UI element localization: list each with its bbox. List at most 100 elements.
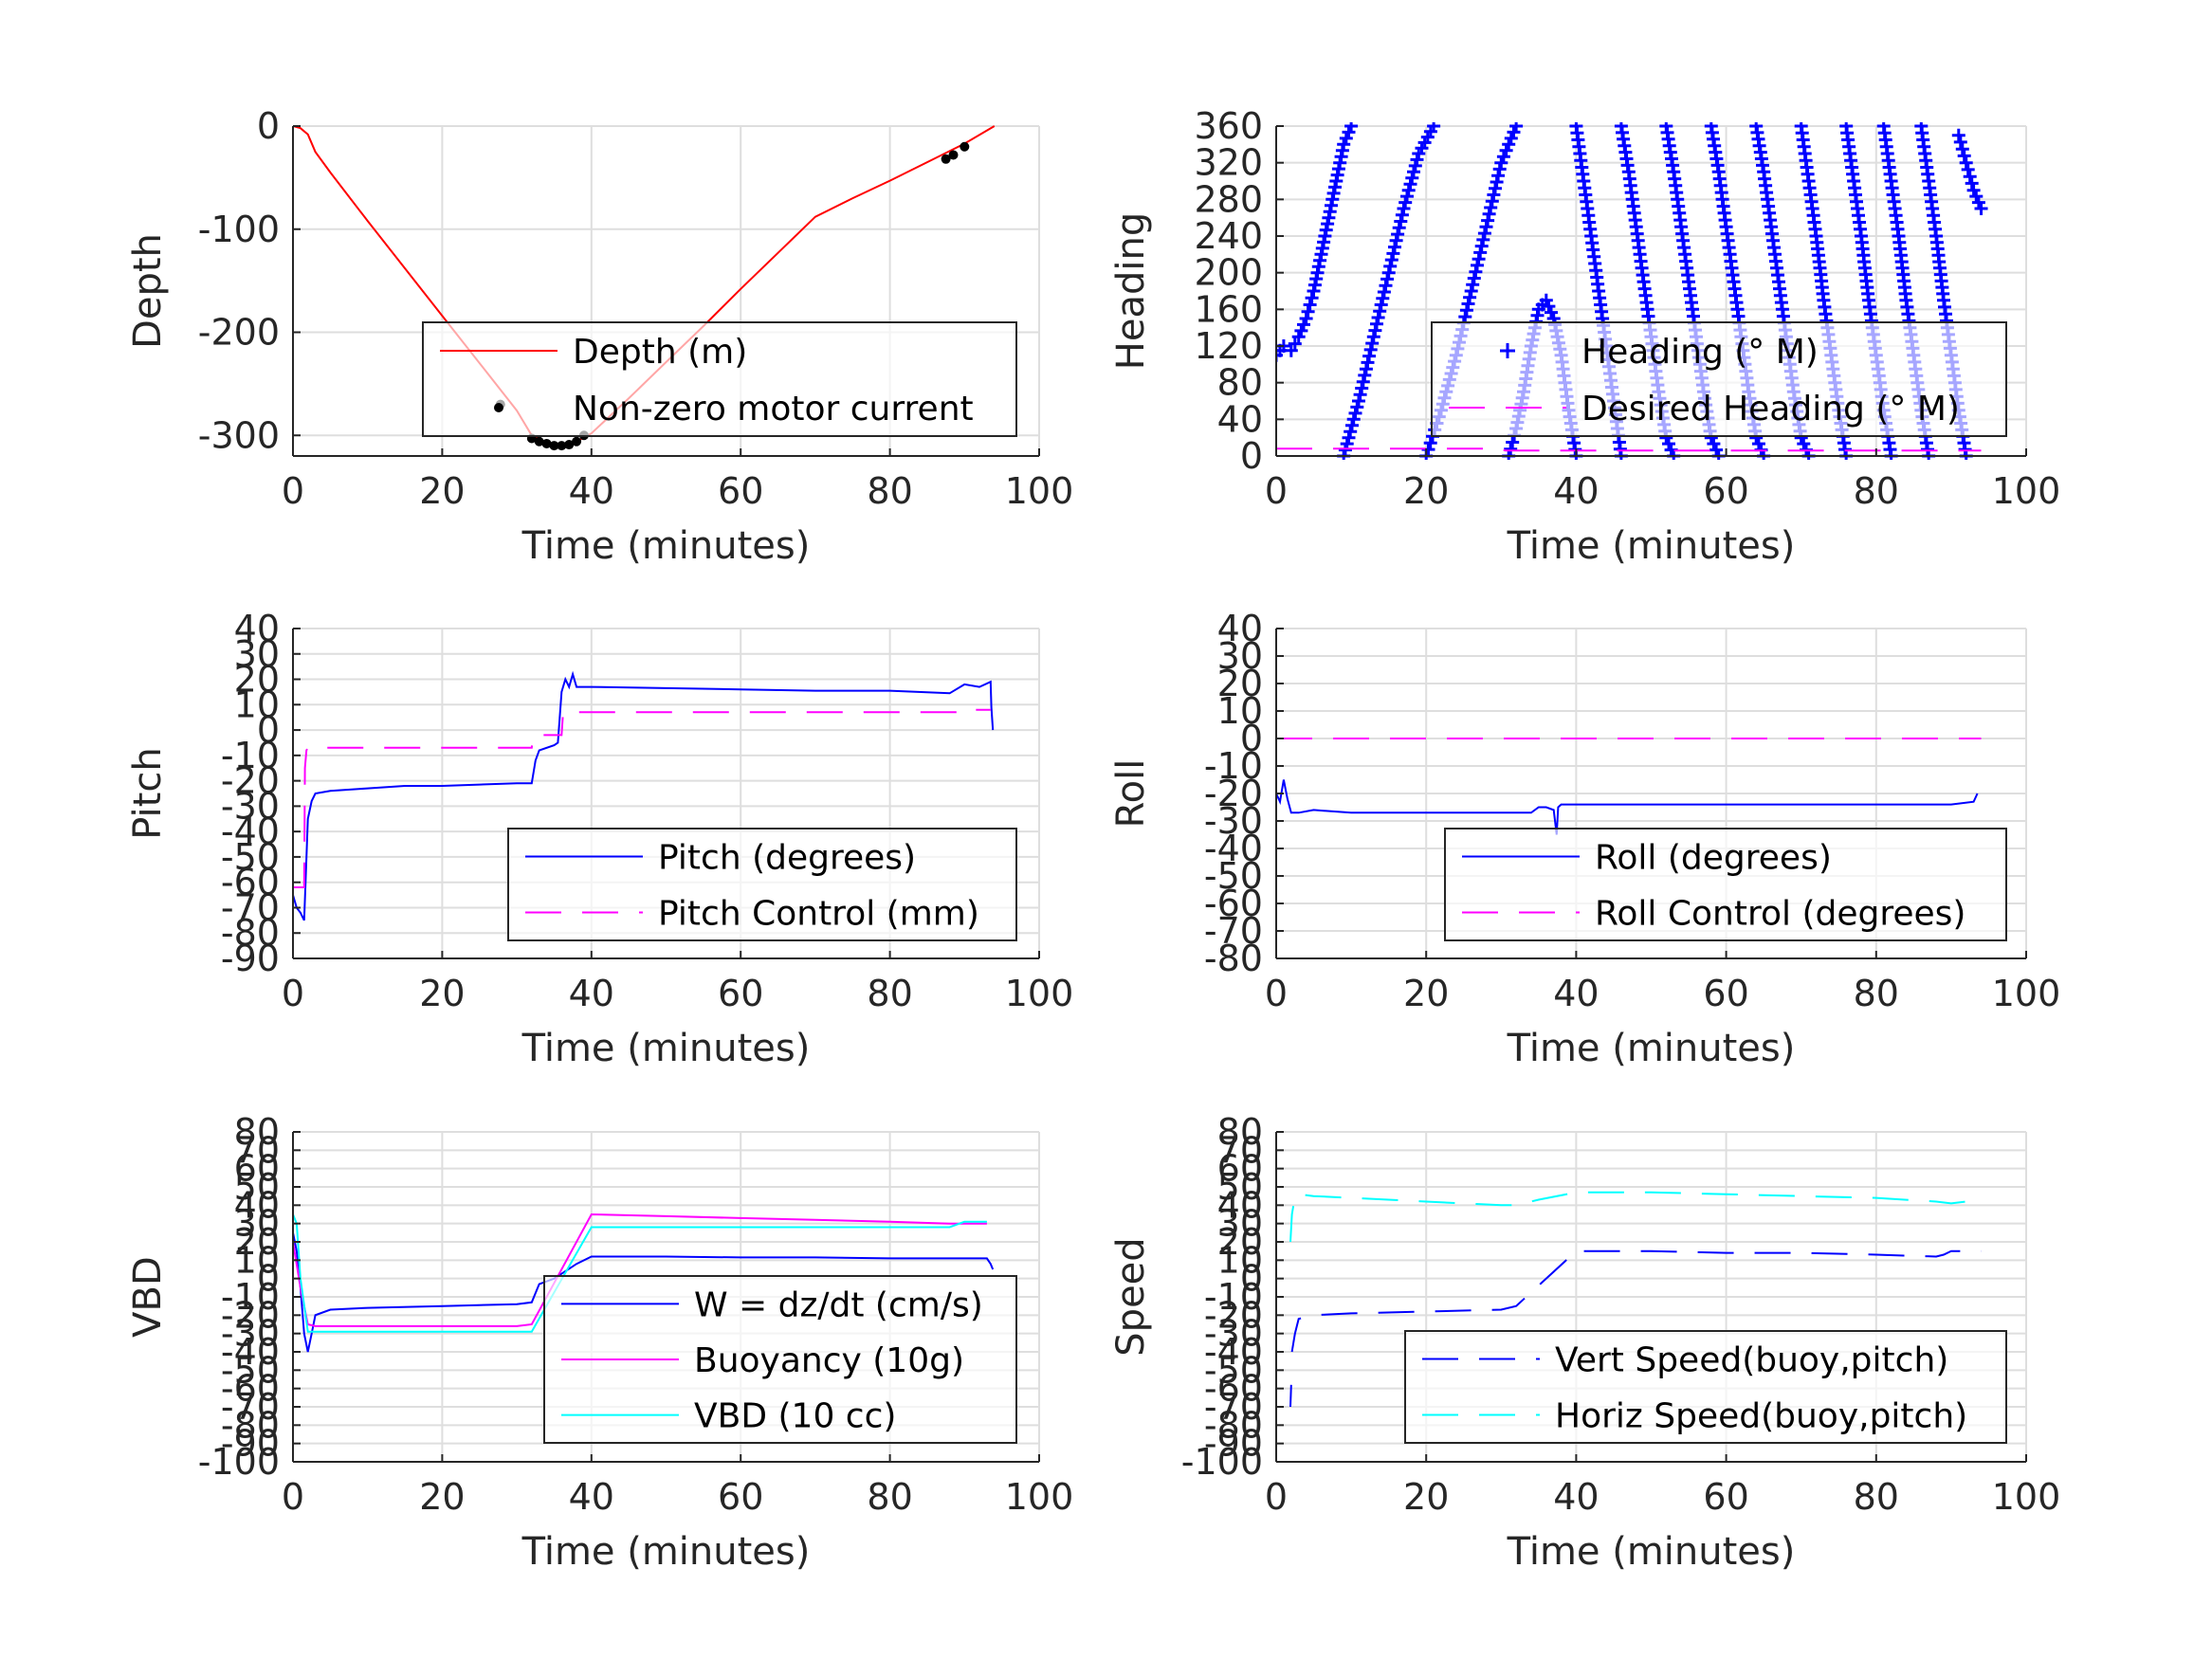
data-point xyxy=(1496,150,1510,164)
data-point xyxy=(1392,221,1406,235)
y-tick-label: 280 xyxy=(1194,178,1263,220)
y-tick-label: -80 xyxy=(221,912,280,954)
data-point xyxy=(1350,400,1364,414)
data-point xyxy=(1408,158,1422,173)
data-point xyxy=(1499,143,1513,157)
y-axis-label: Depth xyxy=(126,233,170,349)
legend-swatch xyxy=(1500,343,1515,358)
legend-label: Horiz Speed(buoy,pitch) xyxy=(1555,1397,1967,1436)
data-point xyxy=(1388,240,1401,254)
data-point xyxy=(1353,388,1367,402)
data-point xyxy=(1394,214,1408,228)
data-point xyxy=(1459,303,1473,318)
data-point xyxy=(1348,406,1362,420)
data-point xyxy=(1355,381,1369,395)
data-point xyxy=(564,440,575,450)
data-point xyxy=(549,441,559,451)
data-point xyxy=(1383,259,1398,273)
panel-depth: 0 20 40 60 80 100 0 -100 -200 -300 Time (minutes) D… xyxy=(126,105,1073,568)
data-point xyxy=(1707,437,1721,451)
x-tick-label: 80 xyxy=(1854,973,1899,1014)
x-axis-label: Time (minutes) xyxy=(1507,1027,1796,1070)
data-point xyxy=(1502,137,1516,152)
data-point xyxy=(1961,162,1975,176)
x-tick-label: 0 xyxy=(282,973,304,1014)
data-point xyxy=(1494,155,1508,170)
data-point xyxy=(1374,298,1388,312)
data-point xyxy=(1423,436,1437,450)
data-point xyxy=(1542,300,1556,314)
series-line-1 xyxy=(1276,447,1982,452)
y-tick-label: 40 xyxy=(1217,1184,1263,1226)
y-tick-label: 50 xyxy=(1217,1166,1263,1208)
x-tick-label: 20 xyxy=(1403,973,1449,1014)
legend-box xyxy=(507,828,1017,941)
data-point xyxy=(1471,258,1484,272)
y-tick-label: -40 xyxy=(1204,828,1263,869)
y-tick-label: 30 xyxy=(1217,635,1263,677)
y-tick-label: 120 xyxy=(1194,325,1263,367)
series-line-1 xyxy=(293,708,991,888)
y-tick-label: 80 xyxy=(234,1111,280,1153)
data-point xyxy=(1484,201,1498,214)
x-axis-label: Time (minutes) xyxy=(1507,524,1796,568)
x-axis-label: Time (minutes) xyxy=(521,1027,811,1070)
data-point xyxy=(1386,246,1400,261)
y-tick-label: 20 xyxy=(234,659,280,701)
data-point xyxy=(1352,394,1365,408)
y-tick-label: -100 xyxy=(198,1441,280,1483)
data-point xyxy=(1466,278,1480,292)
y-tick-label: -70 xyxy=(221,886,280,928)
data-point xyxy=(534,436,544,447)
x-tick-label: 80 xyxy=(1854,1476,1899,1518)
data-point xyxy=(1338,443,1352,457)
series-line-2 xyxy=(293,1213,987,1333)
x-tick-label: 20 xyxy=(419,470,465,512)
y-axis-label: Pitch xyxy=(126,747,170,839)
y-tick-label: 0 xyxy=(257,1258,280,1300)
y-tick-label: 10 xyxy=(234,1239,280,1281)
y-tick-label: 240 xyxy=(1194,215,1263,257)
y-tick-label: 70 xyxy=(234,1129,280,1171)
y-tick-label: -200 xyxy=(198,312,280,354)
x-tick-label: 40 xyxy=(1553,470,1599,512)
y-tick-label: -70 xyxy=(1204,910,1263,952)
y-tick-label: -60 xyxy=(1204,1368,1263,1410)
data-point xyxy=(1957,149,1971,163)
data-point xyxy=(1376,291,1390,305)
y-tick-label: 60 xyxy=(1217,1148,1263,1190)
y-tick-label: -70 xyxy=(221,1386,280,1428)
y-tick-label: 200 xyxy=(1194,252,1263,294)
y-axis-label: Speed xyxy=(1109,1237,1153,1356)
data-point xyxy=(1299,312,1313,325)
x-tick-label: 100 xyxy=(1992,1476,2061,1518)
panel-heading: 0 20 40 60 80 10004080120160200240280320360Ti… xyxy=(1109,105,2060,568)
data-point xyxy=(1709,443,1724,457)
data-point xyxy=(1344,122,1359,133)
data-point xyxy=(1345,418,1359,432)
data-point xyxy=(1401,183,1416,197)
legend: Heading (° M) Desired Heading (° M) xyxy=(1431,321,2007,437)
y-tick-label: -40 xyxy=(1204,1331,1263,1373)
data-point xyxy=(1365,337,1380,351)
x-tick-label: 100 xyxy=(1005,470,1074,512)
data-point xyxy=(1407,165,1420,179)
series-line-0 xyxy=(293,1232,995,1353)
legend: Roll (degrees) Roll Control (degrees) xyxy=(1444,828,2007,941)
y-tick-label: -30 xyxy=(221,1313,280,1355)
data-point xyxy=(960,141,970,152)
data-point xyxy=(1342,430,1356,445)
data-point xyxy=(1971,195,1985,210)
data-point xyxy=(1379,279,1393,293)
data-point xyxy=(1492,162,1507,176)
y-tick-label: -70 xyxy=(1204,1386,1263,1428)
y-tick-label: -80 xyxy=(1204,938,1263,979)
data-point xyxy=(1288,337,1302,351)
x-tick-label: 60 xyxy=(718,1476,763,1518)
data-point xyxy=(1384,253,1398,267)
data-point xyxy=(1966,183,1981,197)
y-tick-label: -20 xyxy=(221,1294,280,1336)
data-point xyxy=(948,150,959,160)
y-tick-label: -50 xyxy=(1204,1349,1263,1391)
legend-label: Non-zero motor current xyxy=(573,390,974,428)
